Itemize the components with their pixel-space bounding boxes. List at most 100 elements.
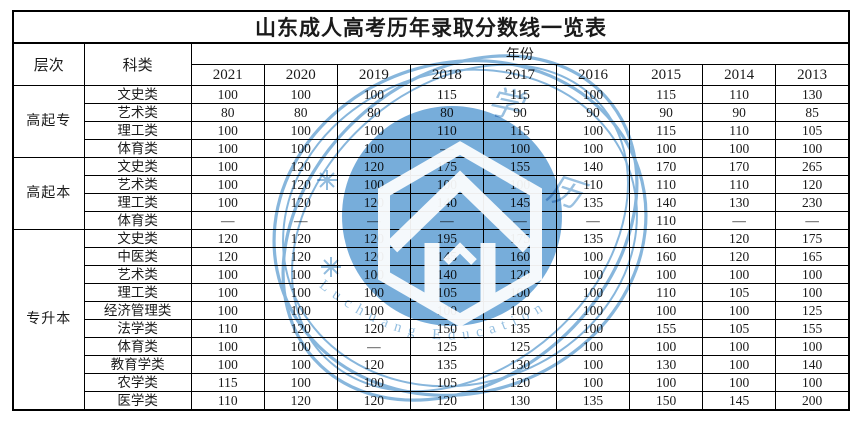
table-row: 体育类 100 100—125 125 100 100 100 100 [13,337,850,356]
score-cell: — [336,337,411,356]
score-cell: 140 [555,157,631,176]
score-cell: 195 [409,229,484,248]
score-cell: 100 [482,139,557,158]
score-cell: — [775,211,850,230]
score-cell: 100 [555,337,631,356]
table-row: 体育类 100 100 100—100 100 100 100 100 [13,139,850,158]
score-cell: 155 [482,157,557,176]
score-cell: 110 [555,175,631,194]
score-cell: 120 [702,247,777,266]
score-cell: 100 [336,265,411,284]
score-cell: 100 [702,301,777,320]
subject-cell: 体育类 [83,211,192,230]
score-cell: 140 [629,193,704,212]
score-cell: 100 [190,157,265,176]
subject-cell: 文史类 [83,85,192,104]
score-cell: 100 [336,283,411,302]
header-row-1: 层次 科类 年份 [12,42,850,86]
score-cell: — [409,211,484,230]
score-cell: 120 [409,391,484,411]
score-cell: 100 [190,175,265,194]
score-cell: 100 [775,373,850,392]
score-cell: 145 [702,391,777,411]
score-cell: 100 [555,121,631,140]
score-cell: 175 [775,229,850,248]
table-row: 理工类 100 100 100 105 100 100 110 105 100 [13,283,850,302]
score-cell: 120 [336,247,411,266]
score-cell: 120 [263,157,338,176]
score-cell: 120 [482,265,557,284]
score-cell: 100 [190,355,265,374]
score-cell: 100 [702,355,777,374]
subject-cell: 艺术类 [83,265,192,284]
year-header: 2019 [336,64,411,86]
subject-cell: 中医类 [83,247,192,266]
score-cell: 120 [336,157,411,176]
score-cell: 120 [336,391,411,411]
score-cell: 160 [482,247,557,266]
score-cell: 200 [775,391,850,411]
score-cell: 110 [702,175,777,194]
score-cell: 140 [775,355,850,374]
score-cell: 100 [555,283,631,302]
score-cell: 120 [336,193,411,212]
score-cell: 110 [629,283,704,302]
score-cell: 155 [629,319,704,338]
table-row: 理工类 100 100 100 110 115 100 115 110 105 [13,121,850,140]
score-cell: 100 [190,337,265,356]
table-row: 医学类 110 120 120 120 130 135 150 145 200 [13,391,850,411]
score-cell: 120 [190,229,265,248]
score-cell: 90 [482,103,557,122]
score-cell: 100 [775,283,850,302]
score-cell: 110 [629,211,704,230]
level-cell: 高起专 [12,85,85,158]
score-cell: 265 [775,157,850,176]
score-cell: 150 [629,391,704,411]
score-cell: 100 [263,121,338,140]
score-cell: 125 [409,337,484,356]
score-cell: 85 [775,103,850,122]
score-cell: 120 [263,247,338,266]
year-header: 2021 [190,64,265,86]
score-cell: 100 [263,355,338,374]
score-cell: 120 [336,319,411,338]
score-cell: 100 [555,373,631,392]
score-cell: 135 [555,229,631,248]
score-cell: 175 [409,157,484,176]
score-cell: 120 [336,229,411,248]
score-cell: 100 [555,301,631,320]
score-cell: 170 [629,157,704,176]
score-cell: 105 [702,319,777,338]
score-cell: 100 [702,265,777,284]
title-row: 山东成人高考历年录取分数线一览表 [12,10,850,44]
score-cell: 100 [702,337,777,356]
score-cell: 105 [409,373,484,392]
score-cell: 135 [409,355,484,374]
score-cell: 110 [702,121,777,140]
subject-cell: 经济管理类 [83,301,192,320]
subject-cell: 理工类 [83,283,192,302]
score-cell: — [409,139,484,158]
score-cell: 120 [263,391,338,411]
score-cell: 100 [629,301,704,320]
score-cell: 170 [702,157,777,176]
subject-cell: 艺术类 [83,175,192,194]
score-cell: 100 [482,283,557,302]
score-cell: — [555,211,631,230]
score-cell: 145 [409,247,484,266]
table-row: 经济管理类 100 100 100 100 100 100 100 100 125 [13,301,850,320]
score-cell: — [482,211,557,230]
score-cell: 110 [629,175,704,194]
table-row: 高起本 文史类 100 120 120 175 155 140 170 170 265 [12,157,850,230]
year-header: 2017 [482,64,557,86]
score-cell: 130 [775,85,850,104]
table-row: 艺术类 100 100 100 140 120 100 100 100 100 [13,265,850,284]
score-cell: 100 [336,373,411,392]
score-cell: 120 [263,229,338,248]
table-row: 理工类 100 120 120 140 145 135 140 130 230 [13,193,850,212]
score-cell: 110 [409,121,484,140]
score-cell: 100 [263,337,338,356]
score-cell: 80 [336,103,411,122]
score-cell: — [263,211,338,230]
score-cell: 80 [190,103,265,122]
